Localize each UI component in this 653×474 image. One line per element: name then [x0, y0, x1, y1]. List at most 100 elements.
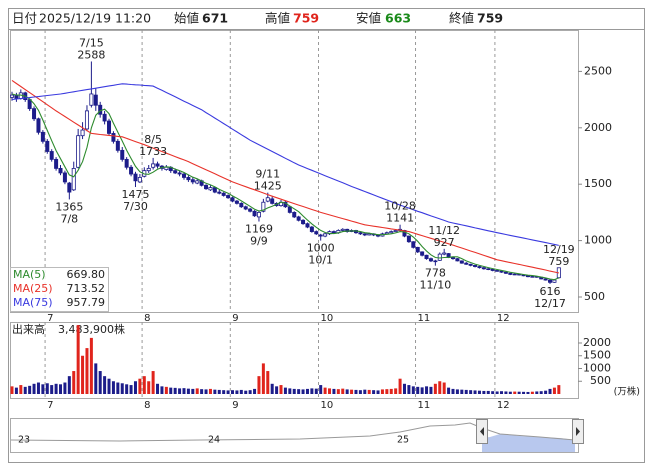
annotation-value: 759 — [548, 255, 569, 268]
moving-average — [11, 83, 559, 246]
annotation-date: 11/10 — [420, 279, 452, 292]
volume-bar — [142, 376, 146, 394]
volume-bar — [116, 382, 120, 394]
volume-bar — [464, 389, 468, 394]
annotation-date: 7/15 — [79, 36, 104, 49]
candle-body — [358, 232, 363, 235]
candle-body — [420, 251, 425, 256]
volume-bar — [54, 383, 58, 394]
candle-body — [530, 276, 535, 278]
volume-bar — [138, 378, 142, 394]
moving-average — [11, 79, 559, 274]
x-tick-label: 11 — [418, 400, 431, 411]
candle-body — [80, 129, 85, 137]
volume-bar — [469, 390, 473, 394]
volume-bar — [151, 371, 155, 394]
volume-bar — [213, 389, 217, 394]
volume-bar — [111, 381, 115, 394]
volume-bar — [539, 391, 543, 394]
volume-bar — [389, 388, 393, 394]
candle-body — [367, 233, 372, 236]
volume-bar — [107, 378, 111, 394]
annotation-value: 1141 — [386, 212, 414, 225]
volume-bar — [231, 390, 234, 394]
volume-bar — [380, 389, 384, 394]
volume-bar — [385, 389, 389, 394]
candle-body — [177, 172, 182, 175]
candle-body — [309, 226, 314, 232]
volume-bar — [442, 382, 446, 394]
volume-bar — [455, 389, 459, 394]
volume-bar — [433, 383, 437, 394]
candle-body — [9, 94, 14, 98]
candle-body — [252, 210, 257, 217]
candle-body — [124, 158, 129, 168]
header-high: 759 — [293, 11, 319, 26]
y-tick-label: 1500 — [584, 177, 612, 190]
volume-bar — [133, 381, 137, 394]
volume-bar — [19, 385, 23, 394]
volume-bar — [394, 388, 398, 394]
volume-bar — [332, 388, 336, 394]
annotation-date: 11/12 — [428, 224, 460, 237]
x-tick-label: 12 — [497, 400, 510, 411]
candle-body — [393, 230, 398, 232]
candle-body — [164, 166, 169, 170]
navigator-label: 23 — [18, 435, 30, 446]
candle-body — [499, 270, 504, 273]
volume-bar — [420, 387, 424, 394]
volume-bar — [425, 386, 429, 394]
volume-bar — [552, 387, 556, 394]
candle-body — [450, 257, 455, 260]
volume-bar — [76, 325, 80, 394]
volume-bar — [261, 363, 265, 394]
volume-bar — [482, 390, 486, 394]
candle-body — [186, 177, 191, 181]
candle-body — [362, 233, 367, 236]
candle-body — [62, 172, 67, 183]
volume-bar — [204, 389, 208, 394]
candle-body — [415, 246, 420, 253]
volume-bar — [94, 363, 98, 394]
annotation-value: 1733 — [139, 145, 167, 158]
candle-body — [98, 104, 103, 115]
volume-bar — [173, 387, 177, 394]
header-label: 安値 — [356, 11, 381, 26]
volume-bar — [438, 381, 442, 394]
candle-body — [76, 135, 81, 168]
volume-bar — [477, 390, 481, 394]
volume-bar — [363, 389, 367, 394]
candle-body — [433, 260, 438, 263]
volume-bar — [473, 390, 477, 394]
candle-body — [49, 151, 54, 160]
volume-bar — [526, 391, 530, 394]
legend-value: 669.80 — [67, 268, 106, 281]
volume-bar — [59, 384, 63, 394]
volume-bar — [283, 387, 287, 394]
candle-body — [230, 197, 235, 202]
y-tick-label: 500 — [590, 374, 611, 387]
header-date: 2025/12/19 11:20 — [39, 11, 151, 26]
volume-bar — [310, 388, 314, 394]
volume-bar — [63, 382, 67, 394]
annotation-value: 2588 — [77, 48, 105, 61]
arrow — [576, 427, 580, 436]
candle-body — [45, 140, 50, 152]
candle-body — [270, 198, 275, 204]
candle-body — [93, 94, 98, 106]
x-tick-label: 9 — [232, 313, 238, 324]
volume-bar — [28, 385, 32, 394]
annotation-value: 1169 — [245, 223, 273, 236]
volume-bar — [447, 387, 451, 394]
volume-bar — [398, 378, 402, 394]
annotation-value: 616 — [540, 285, 561, 298]
annotation-date: 12/19 — [543, 243, 575, 256]
volume-bar — [156, 383, 160, 394]
volume-bar — [535, 391, 539, 394]
candle-body — [481, 267, 486, 270]
candle-body — [155, 163, 160, 167]
volume-bar — [500, 391, 504, 394]
header-label: 高値 — [265, 11, 290, 26]
candle-body — [243, 206, 248, 210]
moving-average — [11, 93, 560, 281]
